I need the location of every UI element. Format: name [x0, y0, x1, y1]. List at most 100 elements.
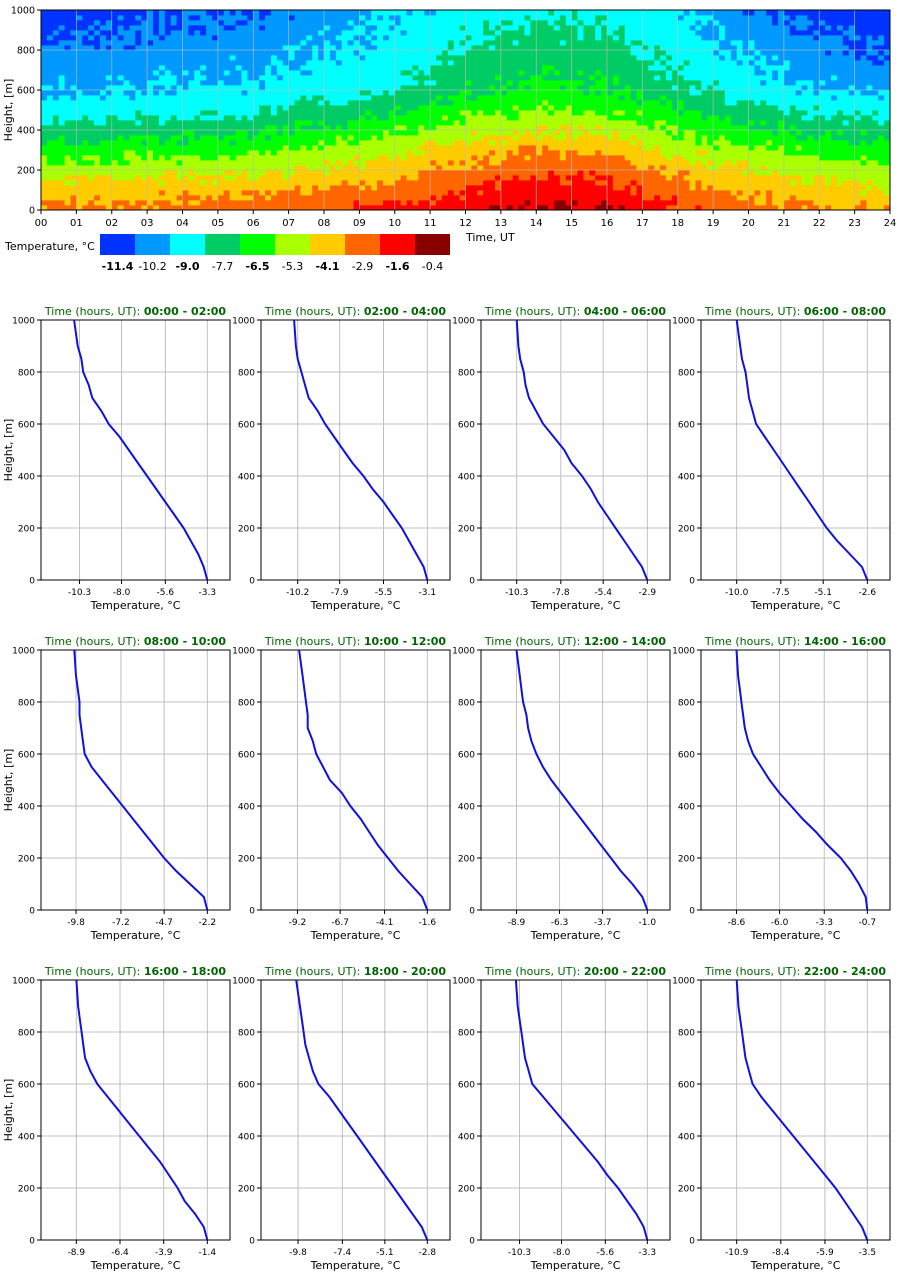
- heatmap-cell: [206, 170, 213, 176]
- heatmap-cell: [105, 100, 113, 106]
- heatmap-cell: [46, 155, 54, 161]
- heatmap-cell: [158, 60, 166, 66]
- heatmap-cell: [754, 205, 761, 211]
- heatmap-cell: [359, 155, 366, 161]
- heatmap-cell: [158, 170, 166, 176]
- heatmap-cell: [188, 200, 195, 206]
- heatmap-cell: [158, 175, 166, 181]
- heatmap-cell: [241, 175, 248, 181]
- heatmap-cell: [111, 40, 119, 46]
- heatmap-cell: [329, 135, 337, 141]
- heatmap-cell: [111, 30, 119, 36]
- heatmap-cell: [194, 145, 201, 151]
- heatmap-cell: [447, 20, 455, 26]
- heatmap-cell: [194, 65, 201, 71]
- heatmap-cell: [394, 120, 402, 126]
- heatmap-cell: [565, 140, 573, 146]
- heatmap-cell: [235, 90, 242, 96]
- heatmap-cell: [612, 80, 620, 86]
- heatmap-cell: [347, 105, 354, 111]
- heatmap-cell: [206, 100, 213, 106]
- heatmap-cell: [671, 35, 679, 41]
- heatmap-cell: [253, 75, 260, 81]
- heatmap-cell: [259, 80, 266, 86]
- heatmap-cell: [52, 105, 60, 111]
- heatmap-cell: [241, 145, 248, 151]
- heatmap-cell: [583, 140, 590, 146]
- heatmap-cell: [247, 175, 254, 181]
- heatmap-cell: [524, 70, 531, 76]
- heatmap-cell: [88, 30, 95, 36]
- heatmap-cell: [58, 150, 65, 156]
- heatmap-cell: [400, 110, 407, 116]
- heatmap-cell: [335, 135, 343, 141]
- heatmap-cell: [371, 205, 378, 211]
- heatmap-cell: [223, 95, 231, 101]
- heatmap-cell: [105, 135, 113, 141]
- heatmap-cell: [754, 110, 761, 116]
- heatmap-cell: [548, 145, 555, 151]
- heatmap-cell: [683, 200, 690, 206]
- heatmap-cell: [82, 165, 89, 171]
- heatmap-cell: [318, 95, 325, 101]
- heatmap-cell: [683, 45, 690, 51]
- heatmap-cell: [418, 175, 425, 181]
- heatmap-cell: [306, 145, 313, 151]
- heatmap-cell: [736, 55, 744, 61]
- heatmap-cell: [64, 90, 71, 96]
- heatmap-cell: [601, 35, 608, 41]
- heatmap-cell: [707, 90, 714, 96]
- heatmap-cell: [300, 180, 307, 186]
- heatmap-cell: [382, 35, 390, 41]
- heatmap-cell: [52, 145, 60, 151]
- heatmap-cell: [459, 35, 466, 41]
- heatmap-cell: [46, 70, 54, 76]
- heatmap-cell: [94, 130, 101, 136]
- heatmap-cell: [489, 125, 496, 131]
- heatmap-cell: [441, 130, 449, 136]
- heatmap-cell: [665, 65, 673, 71]
- heatmap-cell: [406, 175, 413, 181]
- heatmap-cell: [382, 115, 390, 121]
- heatmap-cell: [760, 125, 767, 131]
- heatmap-cell: [736, 160, 744, 166]
- heatmap-cell: [754, 180, 761, 186]
- heatmap-cell: [565, 150, 573, 156]
- heatmap-cell: [518, 205, 525, 211]
- heatmap-cell: [382, 55, 390, 61]
- heatmap-cell: [382, 70, 390, 76]
- heatmap-cell: [595, 15, 602, 21]
- heatmap-cell: [318, 45, 325, 51]
- heatmap-cell: [689, 165, 696, 171]
- heatmap-cell: [200, 90, 207, 96]
- heatmap-cell: [660, 90, 667, 96]
- heatmap-cell: [418, 100, 425, 106]
- heatmap-cell: [365, 60, 372, 66]
- heatmap-cell: [94, 135, 101, 141]
- heatmap-cell: [400, 80, 407, 86]
- heatmap-cell: [400, 180, 407, 186]
- heatmap-cell: [188, 165, 195, 171]
- heatmap-cell: [589, 115, 596, 121]
- heatmap-cell: [300, 80, 307, 86]
- heatmap-cell: [265, 175, 272, 181]
- heatmap-cell: [748, 130, 755, 136]
- heatmap-cell: [583, 35, 590, 41]
- heatmap-cell: [176, 110, 183, 116]
- heatmap-cell: [683, 155, 690, 161]
- heatmap-cell: [530, 100, 537, 106]
- heatmap-cell: [153, 70, 160, 76]
- heatmap-cell: [648, 135, 655, 141]
- heatmap-cell: [64, 160, 71, 166]
- heatmap-cell: [76, 175, 83, 181]
- heatmap-cell: [276, 160, 284, 166]
- heatmap-cell: [447, 150, 455, 156]
- heatmap-cell: [105, 45, 113, 51]
- heatmap-cell: [595, 205, 602, 211]
- heatmap-cell: [524, 50, 531, 56]
- heatmap-cell: [117, 15, 124, 21]
- heatmap-cell: [253, 145, 260, 151]
- heatmap-cell: [64, 10, 71, 16]
- heatmap-cell: [524, 65, 531, 71]
- heatmap-cell: [76, 95, 83, 101]
